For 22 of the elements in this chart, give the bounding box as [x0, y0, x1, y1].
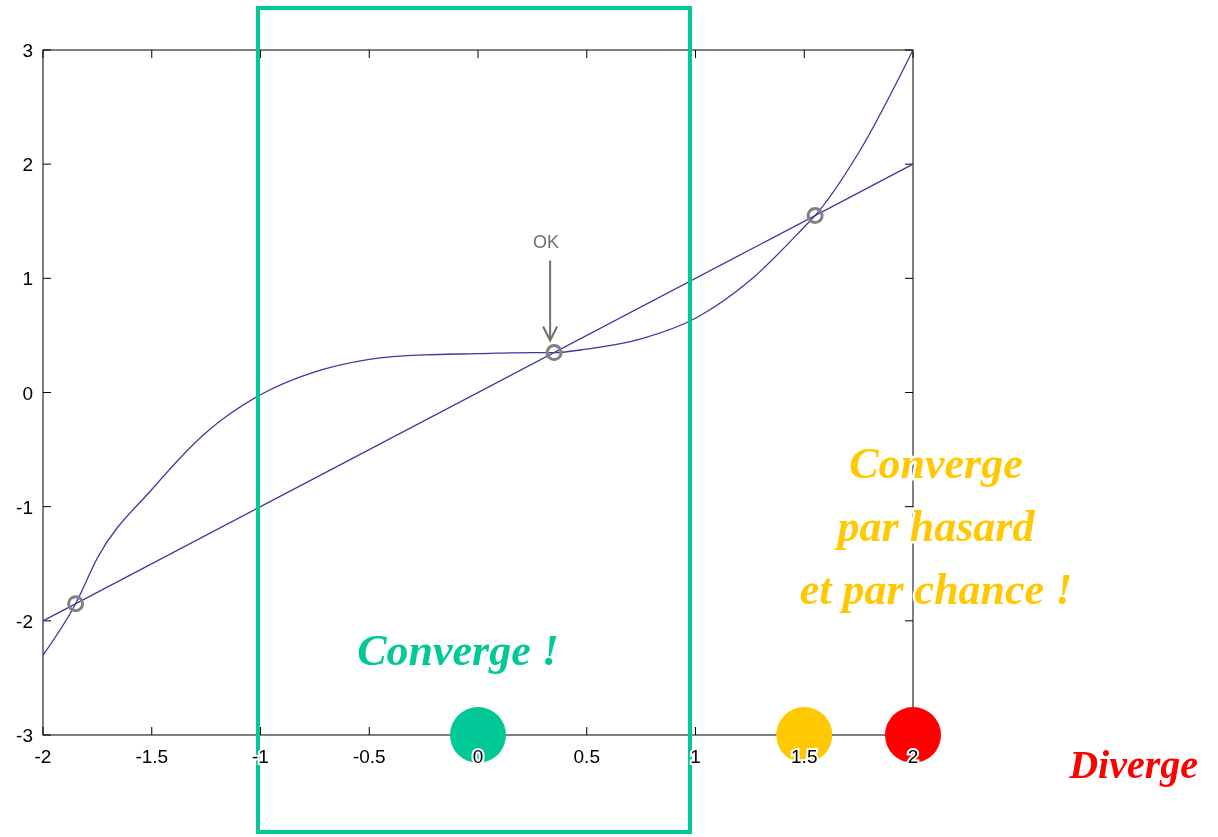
y-tick-label: -1 — [16, 496, 33, 518]
x-tick-label: -1.5 — [135, 746, 169, 767]
x-tick-label: 0 — [472, 746, 484, 767]
y-tick-label: 1 — [22, 268, 33, 290]
point — [545, 344, 563, 362]
point — [806, 207, 824, 225]
x-tick-label: 2 — [907, 746, 919, 767]
y-tick-label: 2 — [22, 154, 33, 176]
point — [450, 707, 506, 763]
y-tick-label: 3 — [22, 40, 33, 61]
annotation: Converge ! — [357, 626, 559, 675]
point — [67, 595, 85, 613]
annotation: OK — [533, 231, 560, 252]
point — [885, 707, 941, 763]
text: Diverge — [1068, 742, 1198, 787]
y-tick-label: -3 — [16, 725, 33, 746]
x-tick-label: 0.5 — [573, 746, 600, 767]
y-tick-label: -2 — [16, 610, 33, 632]
annotation: Converge par hasard et par chance ! — [799, 439, 1073, 614]
x-tick-label: -0.5 — [352, 746, 386, 767]
y-tick-label: 0 — [22, 382, 33, 404]
x-tick-label: 1.5 — [791, 746, 818, 767]
